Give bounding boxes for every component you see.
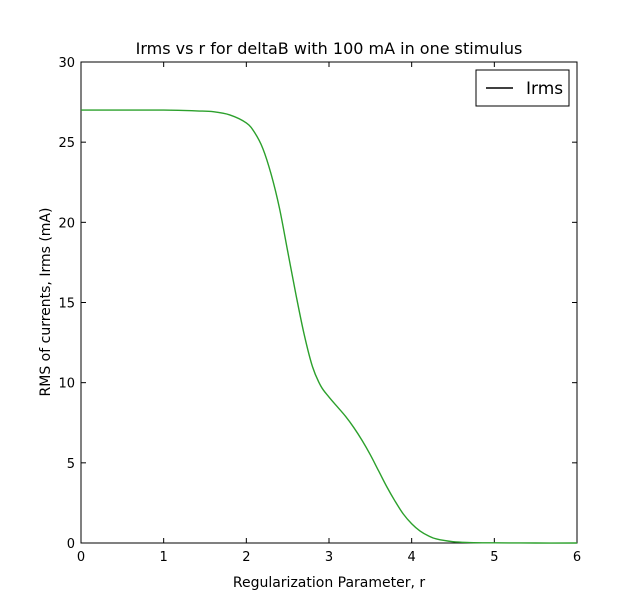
y-tick-label: 5 <box>67 457 75 472</box>
legend: Irms <box>475 69 570 107</box>
y-axis-ticks: 0 5 10 15 20 25 30 <box>58 56 577 552</box>
x-tick-label: 5 <box>490 550 498 565</box>
y-axis-label: RMS of currents, Irms (mA) <box>38 208 54 397</box>
x-tick-label: 3 <box>325 550 333 565</box>
x-tick-label: 6 <box>573 550 581 565</box>
y-tick-label: 30 <box>58 56 75 71</box>
y-tick-label: 20 <box>58 216 75 231</box>
x-tick-label: 2 <box>242 550 250 565</box>
y-tick-label: 25 <box>58 136 75 151</box>
x-tick-label: 1 <box>160 550 168 565</box>
series-line-irms <box>80 109 578 544</box>
y-tick-label: 10 <box>58 377 75 392</box>
x-tick-label: 0 <box>77 550 85 565</box>
chart-title: Irms vs r for deltaB with 100 mA in one … <box>136 39 523 58</box>
x-axis-ticks: 0 1 2 3 4 5 6 <box>77 62 581 565</box>
y-tick-label: 0 <box>67 537 75 552</box>
legend-label-irms: Irms <box>526 79 563 99</box>
series-layer <box>80 109 578 544</box>
plot-area <box>80 61 578 544</box>
y-tick-label: 15 <box>58 297 75 312</box>
x-tick-label: 4 <box>408 550 416 565</box>
x-axis-label: Regularization Parameter, r <box>233 575 426 591</box>
